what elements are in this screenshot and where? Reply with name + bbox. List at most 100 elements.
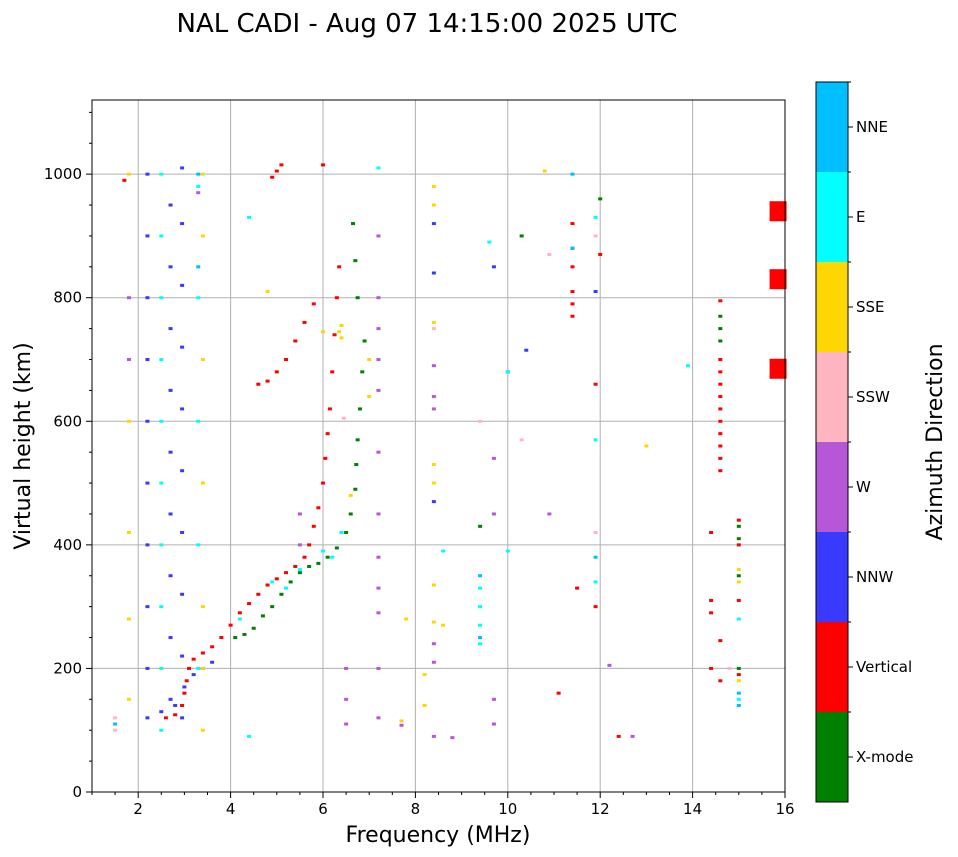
data-point bbox=[376, 716, 381, 720]
data-point bbox=[196, 172, 201, 176]
data-point bbox=[145, 481, 150, 485]
data-point bbox=[288, 580, 293, 584]
data-point bbox=[168, 697, 173, 701]
series-w bbox=[126, 191, 635, 740]
data-point bbox=[431, 660, 436, 664]
data-point bbox=[709, 611, 714, 615]
data-point bbox=[354, 463, 359, 467]
data-point bbox=[173, 713, 178, 717]
y-tick-label: 600 bbox=[53, 412, 82, 430]
data-point bbox=[593, 531, 598, 534]
data-point bbox=[769, 269, 787, 290]
colorbar-swatch bbox=[816, 442, 848, 532]
data-point bbox=[180, 222, 185, 226]
data-point bbox=[180, 654, 185, 658]
data-point bbox=[180, 704, 185, 707]
data-point bbox=[727, 666, 732, 670]
data-point bbox=[570, 302, 575, 306]
data-point bbox=[332, 333, 337, 337]
data-point bbox=[113, 722, 118, 726]
data-point bbox=[228, 623, 233, 627]
data-point bbox=[399, 723, 404, 727]
data-point bbox=[316, 506, 321, 510]
y-tick-label: 800 bbox=[53, 289, 82, 307]
data-point bbox=[237, 611, 242, 615]
data-point bbox=[180, 283, 185, 287]
data-point bbox=[270, 580, 275, 584]
data-point bbox=[616, 734, 621, 738]
series-x-mode bbox=[233, 197, 741, 670]
data-point bbox=[487, 240, 492, 244]
data-point bbox=[570, 314, 575, 318]
colorbar-category-label: Vertical bbox=[856, 658, 912, 676]
data-point bbox=[376, 358, 381, 361]
data-point bbox=[325, 555, 330, 559]
data-point bbox=[376, 586, 381, 590]
data-point bbox=[247, 602, 252, 606]
data-point bbox=[736, 666, 741, 670]
data-point bbox=[173, 704, 178, 707]
data-point bbox=[293, 564, 298, 568]
data-point bbox=[302, 320, 307, 324]
data-point bbox=[709, 666, 714, 670]
data-point bbox=[344, 697, 349, 701]
x-tick-label: 10 bbox=[498, 800, 517, 818]
series-nne bbox=[113, 172, 741, 726]
data-point bbox=[145, 296, 150, 300]
plot-background bbox=[92, 100, 785, 792]
data-point bbox=[505, 370, 510, 374]
data-point bbox=[718, 456, 723, 460]
azimuth-colorbar: X-mode Vertical NNW W SSW SSE E NNE bbox=[815, 81, 913, 803]
data-point bbox=[709, 531, 714, 534]
data-point bbox=[431, 364, 436, 368]
data-point bbox=[200, 651, 205, 655]
data-point bbox=[145, 666, 150, 670]
colorbar-frame bbox=[815, 81, 849, 803]
data-point bbox=[718, 382, 723, 386]
data-point bbox=[450, 736, 455, 740]
data-point bbox=[593, 580, 598, 584]
data-point bbox=[200, 605, 205, 609]
data-point bbox=[399, 719, 404, 723]
data-point bbox=[168, 388, 173, 392]
data-point bbox=[237, 617, 242, 621]
data-point bbox=[159, 296, 164, 300]
data-point bbox=[323, 456, 328, 460]
data-point bbox=[478, 574, 483, 578]
data-point bbox=[168, 636, 173, 640]
data-point bbox=[736, 617, 741, 621]
data-point bbox=[302, 555, 307, 559]
data-point bbox=[145, 234, 150, 238]
data-point bbox=[337, 330, 342, 334]
data-point bbox=[196, 191, 201, 195]
colorbar-category-label: X-mode bbox=[856, 748, 913, 766]
colorbar-swatch bbox=[816, 622, 848, 712]
data-point bbox=[196, 543, 201, 547]
data-point bbox=[330, 555, 335, 559]
data-point bbox=[184, 679, 189, 683]
data-point bbox=[718, 327, 723, 331]
data-point bbox=[718, 395, 723, 399]
data-point bbox=[491, 456, 496, 460]
data-point bbox=[376, 296, 381, 300]
data-point bbox=[570, 172, 575, 176]
data-point bbox=[431, 642, 436, 646]
data-point bbox=[284, 358, 289, 361]
data-point bbox=[630, 734, 635, 738]
data-point bbox=[126, 617, 131, 621]
data-point bbox=[159, 666, 164, 670]
x-axis-label: Frequency (MHz) bbox=[346, 823, 531, 848]
data-point bbox=[297, 512, 302, 516]
series-vertical bbox=[122, 163, 787, 738]
data-point bbox=[736, 673, 741, 677]
data-point bbox=[478, 605, 483, 609]
data-point bbox=[196, 666, 201, 670]
data-point bbox=[431, 222, 436, 226]
data-point bbox=[769, 201, 787, 222]
y-tick-label: 400 bbox=[53, 536, 82, 554]
data-point bbox=[718, 469, 723, 473]
data-point bbox=[598, 252, 603, 256]
data-point bbox=[126, 358, 131, 361]
x-tick-label: 16 bbox=[775, 800, 794, 818]
